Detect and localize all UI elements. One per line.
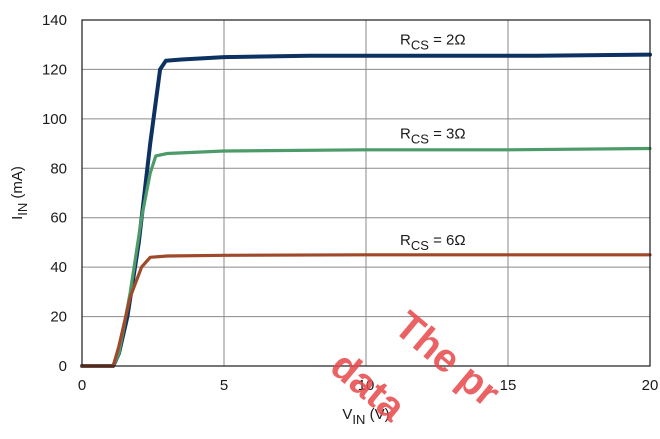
y-tick-label: 120 — [42, 61, 67, 78]
plot-frame — [81, 19, 651, 367]
series-label: RCS = 6Ω — [400, 232, 466, 253]
series-line — [80, 146, 652, 368]
x-tick-label: 5 — [220, 377, 228, 394]
series-labels: RCS = 2Ω RCS = 3Ω RCS = 6Ω — [400, 32, 466, 253]
series-label: RCS = 2Ω — [400, 32, 466, 53]
y-tick-label: 20 — [50, 309, 67, 326]
x-tick-label: 20 — [642, 377, 659, 394]
grid-lines — [81, 19, 651, 367]
x-axis-label: VIN (V) — [342, 406, 389, 427]
y-tick-label: 60 — [50, 210, 67, 227]
y-tick-label: 0 — [59, 358, 67, 375]
series-line — [80, 253, 652, 368]
y-tick-label: 140 — [42, 12, 67, 29]
y-tick-label: 80 — [50, 160, 67, 177]
y-tick-label: 40 — [50, 259, 67, 276]
y-axis-label: IIN (mA) — [9, 166, 30, 220]
series-layer — [80, 52, 652, 368]
tick-labels: 0 5 10 15 20 0 20 40 60 80 100 120 140 — [42, 12, 658, 394]
y-tick-label: 100 — [42, 111, 67, 128]
x-tick-label: 15 — [500, 377, 517, 394]
series-label: RCS = 3Ω — [400, 126, 466, 147]
x-tick-label: 0 — [78, 377, 86, 394]
x-tick-label: 10 — [358, 377, 375, 394]
